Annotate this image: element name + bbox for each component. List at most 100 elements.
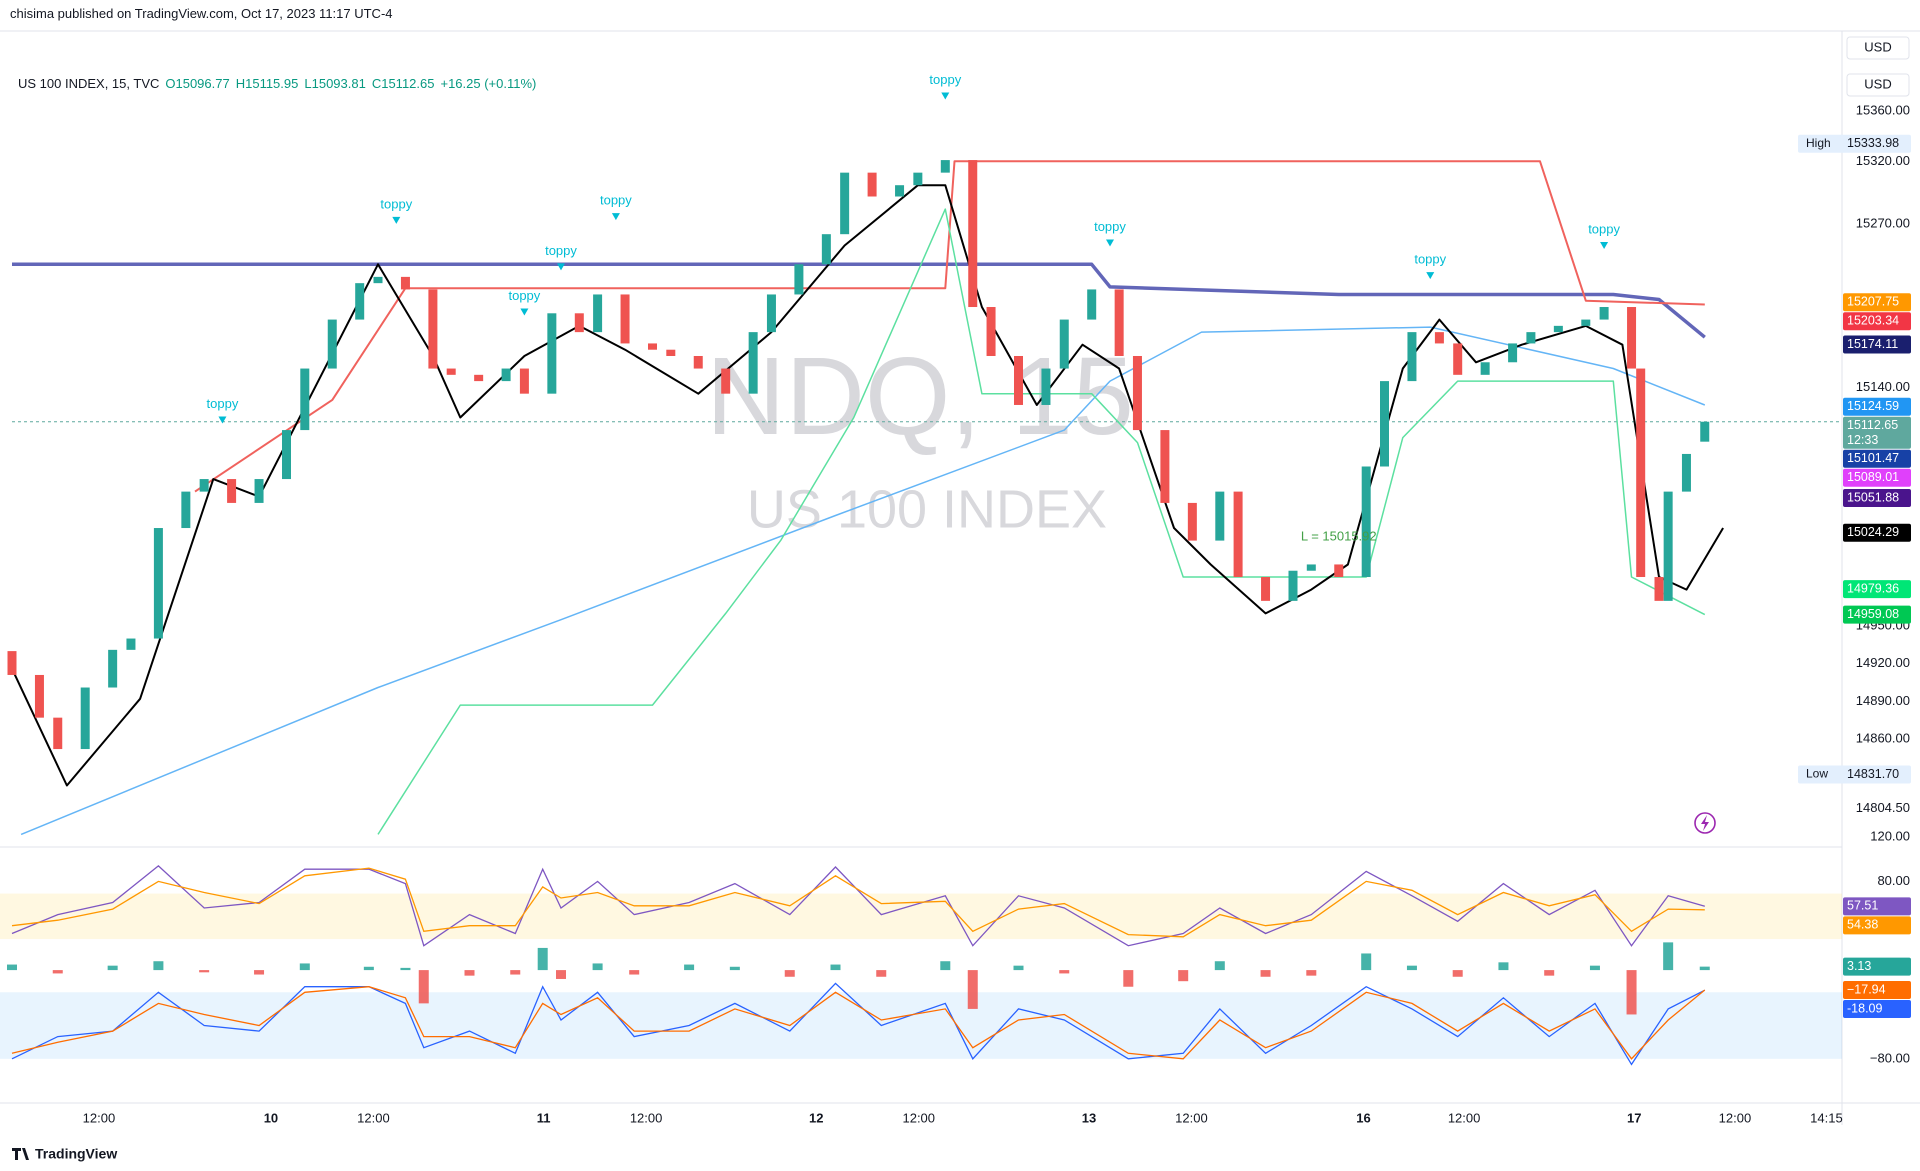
price-badge-bg [1843,449,1911,468]
ohlc-value: H15115.95 [235,76,299,91]
currency[interactable]: USD [1864,39,1891,54]
candle [593,294,603,333]
price-badge: 15203.34 [1843,312,1911,331]
histogram-bar [107,965,118,971]
price-badge-bg [1843,897,1911,916]
histogram-bar [1663,942,1674,971]
candle [1261,577,1271,601]
annotation: toppy [1588,221,1620,236]
candle [1681,453,1691,492]
annotation: L = 15015.92 [1301,528,1377,543]
oscillator-line [11,986,1706,1060]
candle [428,289,438,369]
x-tick-label: 12:00 [1448,1110,1481,1125]
x-tick-label: 12 [809,1110,823,1125]
candle [1114,289,1124,356]
candle [1334,564,1344,578]
histogram-bar [1699,966,1710,971]
y-tick-label: 120.00 [1870,828,1910,843]
price-badge-label: 15203.34 [1847,314,1899,328]
candle [968,160,978,308]
footer-brand: TradingView [35,1146,117,1162]
candle [840,172,850,235]
price-badge-label: 14959.08 [1847,607,1899,621]
watermark-symbol: NDQ, 15 [706,335,1134,458]
price-badge: 54.38 [1843,916,1911,935]
candle [1059,319,1069,369]
candle [108,649,118,688]
currency-box[interactable] [1846,73,1910,97]
candle [400,276,410,290]
y-tick-label: 15320.00 [1856,153,1910,168]
x-tick-label: 11 [537,1110,551,1125]
candle [1654,577,1664,601]
candle [446,368,456,375]
histogram-bar [556,970,566,979]
histogram-bar [1306,970,1317,976]
oscillator-line [11,867,1705,938]
candle [1508,343,1518,363]
x-tick-label: 12:00 [902,1110,935,1125]
annotation: toppy [508,288,540,303]
annotation: toppy [207,396,239,411]
histogram-bar [784,970,795,977]
candle [748,332,758,394]
currency-box[interactable] [1846,36,1910,60]
main-pane: toppy toppy toppy toppy toppy toppy toppy toppy… [7,72,1842,836]
x-tick-label: 10 [264,1110,278,1125]
candle [53,717,63,750]
indicator-line [20,326,1706,836]
candle [867,172,877,197]
annotation-marker [941,92,950,100]
header: chisima published on TradingView.com, Oc… [10,6,393,21]
candle [721,368,731,394]
histogram-bar [464,970,475,976]
price-badge-bg [1843,397,1911,416]
annotation-marker [1426,272,1435,280]
histogram-bar [1544,970,1555,976]
price-badge-label: 15207.75 [1847,295,1899,309]
oscillator-line [11,865,1705,947]
watermark: NDQ, 15 US 100 INDEX [706,335,1134,539]
price-badge-bg [1843,468,1911,487]
candle [1407,332,1417,382]
price-badge: 15051.88 [1843,489,1911,508]
indicator-line [194,160,1705,493]
price-badge-label: -18.09 [1847,1001,1882,1015]
annotation-marker [1600,241,1609,249]
y-tick-label: 15360.00 [1856,103,1910,118]
histogram-bar [729,966,740,971]
annotation-marker [611,213,620,221]
x-tick-label: 17 [1627,1110,1641,1125]
candle [126,638,136,650]
candle [1434,332,1444,344]
price-badge-label: 15089.01 [1847,470,1899,484]
price-badge: 15207.75 [1843,293,1911,312]
y-tick-label: 14860.00 [1856,730,1910,745]
candle [282,430,291,480]
candle [1663,491,1673,601]
alert-bolt[interactable] [1701,815,1709,831]
price-badge: 15024.29 [1843,523,1911,542]
histogram-bar [1498,962,1509,971]
histogram-bar [830,964,841,971]
histogram-bar [7,964,17,971]
candle [1306,564,1316,571]
price-badge-label: 3.13 [1847,959,1871,973]
annotation: toppy [600,193,632,208]
price-badge: 15174.11 [1843,335,1911,354]
candle [1599,307,1609,320]
histogram-bar [1589,965,1600,971]
alert-icon[interactable] [1694,812,1716,834]
price-badge: 15089.01 [1843,468,1911,487]
price-badge-label: −17.94 [1847,982,1886,996]
x-tick-label: 12:00 [1175,1110,1208,1125]
price-badge-label: 15101.47 [1847,451,1899,465]
histogram-bar [510,970,521,975]
alert-circle[interactable] [1694,812,1716,834]
currency[interactable]: USD [1864,76,1891,91]
watermark-name: US 100 INDEX [747,479,1107,539]
candle [1453,343,1463,375]
candle [986,307,996,356]
